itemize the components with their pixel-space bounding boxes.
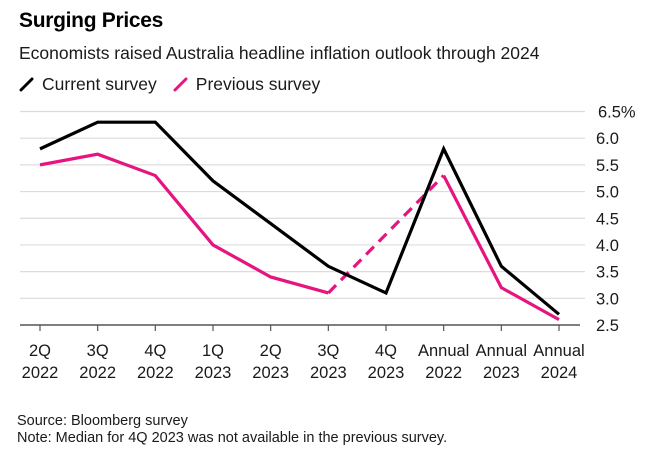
x-tick-label: 4Q [375, 342, 397, 360]
x-tick-label: 2022 [425, 364, 462, 382]
x-tick-label: 2022 [79, 364, 116, 382]
x-tick-label: Annual [418, 342, 469, 360]
x-axis: 2Q 2022 3Q 2022 4Q 2022 1Q 2023 2Q 2023 3Q 2023 4Q 20… [20, 324, 585, 382]
y-tick-label: 2.5 [596, 317, 619, 335]
y-tick-label: 6.0 [596, 130, 619, 148]
y-tick-label: 6.5% [598, 104, 636, 122]
chart-subtitle: Economists raised Australia headline inf… [19, 43, 540, 63]
y-tick-label: 5.5 [596, 157, 619, 175]
x-tick-label: 2022 [137, 364, 174, 382]
x-tick-label: 2Q [29, 342, 51, 360]
series-previous-survey [39, 152, 560, 322]
x-tick-label: 2024 [541, 364, 578, 382]
legend-item-previous: Previous survey [173, 73, 321, 95]
y-tick-label: 3.0 [596, 290, 619, 308]
chart-title: Surging Prices [19, 9, 164, 32]
legend-item-current: Current survey [19, 74, 157, 95]
footnote: Note: Median for 4Q 2023 was not availab… [17, 430, 448, 446]
x-tick-label: 1Q [202, 342, 224, 360]
y-tick-label: 3.5 [596, 264, 619, 282]
series-line [442, 174, 560, 322]
footer: Source: Bloomberg survey Note: Median fo… [17, 413, 447, 447]
x-tick-label: 2023 [310, 364, 347, 382]
slash-line-icon [19, 77, 34, 92]
series-line [39, 152, 329, 295]
x-tick-label: 2023 [368, 364, 405, 382]
series-lines [39, 120, 561, 322]
x-tick-label: 4Q [144, 342, 166, 360]
y-tick-label: 4.0 [596, 237, 619, 255]
source-note: Source: Bloomberg survey [17, 413, 188, 429]
y-axis-labels: 6.5% 6.0 5.5 5.0 4.5 4.0 3.5 3.0 2.5 [596, 104, 636, 336]
x-tick-label: 2023 [252, 364, 289, 382]
x-tick-label: 2Q [260, 342, 282, 360]
x-tick-label: 3Q [87, 342, 109, 360]
dashed-bridge-line [327, 174, 445, 295]
x-tick-label: Annual [533, 342, 584, 360]
gridlines [20, 110, 585, 299]
x-tick-label: 3Q [317, 342, 339, 360]
x-tick-label: 2023 [483, 364, 520, 382]
x-tick-label: 2022 [22, 364, 59, 382]
y-tick-label: 5.0 [596, 184, 619, 202]
x-tick-label: Annual [476, 342, 527, 360]
legend: Current survey Previous survey [19, 73, 336, 95]
x-tick-label: 2023 [195, 364, 232, 382]
legend-label-previous: Previous survey [195, 73, 321, 94]
legend-label-current: Current survey [42, 73, 157, 94]
series-line [39, 120, 561, 316]
series-current-survey [39, 120, 561, 316]
slash-line-icon [173, 77, 188, 92]
y-tick-label: 4.5 [596, 210, 619, 228]
